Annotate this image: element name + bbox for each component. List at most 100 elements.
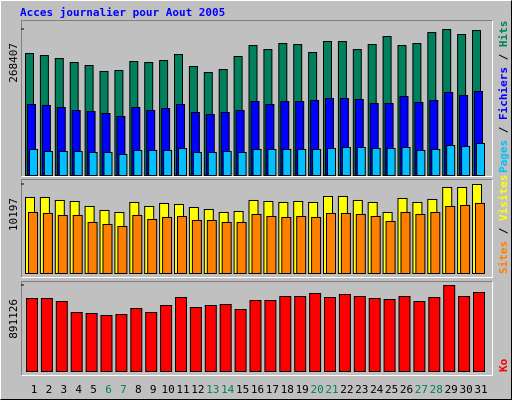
bar xyxy=(163,149,173,177)
x-tick-label: 15 xyxy=(236,383,249,396)
y-tick-label: 10197 xyxy=(7,198,20,231)
bar xyxy=(70,311,83,372)
bar xyxy=(204,304,217,372)
plot-frame-dark xyxy=(21,281,493,376)
bar xyxy=(162,216,173,274)
bar xyxy=(415,213,426,275)
bar xyxy=(28,211,38,274)
legend: Pages / Fichiers / Hits xyxy=(497,21,510,173)
x-tick-label: 23 xyxy=(355,383,368,396)
bar xyxy=(42,212,53,275)
x-tick-label: 26 xyxy=(400,383,413,396)
bar xyxy=(191,219,202,274)
bar xyxy=(222,151,232,177)
bar xyxy=(100,314,113,372)
x-tick-label: 12 xyxy=(191,383,204,396)
bar xyxy=(132,214,143,274)
x-tick-label: 2 xyxy=(46,383,53,396)
bar xyxy=(279,296,292,373)
x-tick-label: 24 xyxy=(370,383,384,396)
bar xyxy=(57,214,68,274)
bar xyxy=(473,291,485,372)
x-tick-label: 4 xyxy=(75,383,82,396)
plot-frame-light xyxy=(21,281,493,376)
bar xyxy=(476,143,485,176)
bar xyxy=(58,151,68,177)
x-tick-label: 27 xyxy=(415,383,428,396)
legend: Ko xyxy=(497,358,510,372)
bar xyxy=(252,148,262,177)
bar xyxy=(115,314,128,372)
bar xyxy=(282,148,292,177)
legend-entry: Hits xyxy=(497,21,510,48)
x-tick-label: 1 xyxy=(31,383,38,396)
x-tick-label: 22 xyxy=(340,383,353,396)
x-tick-label: 9 xyxy=(150,383,157,396)
bar xyxy=(400,211,411,274)
bar xyxy=(192,151,202,176)
bar xyxy=(118,154,128,176)
bar xyxy=(264,299,277,373)
legend-entry: Visites xyxy=(497,175,510,221)
bar xyxy=(430,211,441,274)
bar xyxy=(340,212,351,275)
bar xyxy=(445,205,456,274)
bar xyxy=(312,148,322,177)
bar xyxy=(267,148,277,177)
bar xyxy=(221,221,232,275)
x-tick-label: 31 xyxy=(474,383,487,396)
bar xyxy=(85,312,98,373)
x-tick-label: 10 xyxy=(161,383,174,396)
x-tick-label: 6 xyxy=(105,383,112,396)
bar xyxy=(327,148,336,177)
bar xyxy=(189,306,202,373)
x-tick-label: 11 xyxy=(176,383,189,396)
x-tick-label: 18 xyxy=(281,383,294,396)
bar xyxy=(443,285,456,372)
bar xyxy=(294,296,307,373)
legend-separator: / xyxy=(497,47,510,67)
x-tick-label: 25 xyxy=(385,383,398,396)
bar xyxy=(148,149,158,177)
bar xyxy=(428,296,441,373)
bar xyxy=(431,148,441,177)
x-tick-label: 16 xyxy=(251,383,264,396)
x-tick-label: 21 xyxy=(325,383,338,396)
bar xyxy=(385,220,396,274)
bar xyxy=(26,298,38,372)
bar xyxy=(234,309,247,372)
bar xyxy=(130,308,143,372)
x-tick-label: 29 xyxy=(445,383,458,396)
plot-frame-light xyxy=(21,20,493,177)
bar xyxy=(460,204,471,275)
bar xyxy=(102,223,113,274)
x-tick-label: 3 xyxy=(60,383,67,396)
bar xyxy=(475,202,485,274)
x-tick-label: 30 xyxy=(459,383,472,396)
legend-entry: Pages xyxy=(497,140,510,173)
bar xyxy=(355,213,366,275)
bar xyxy=(133,149,143,177)
bar xyxy=(29,148,38,177)
bar xyxy=(55,301,68,372)
bar xyxy=(207,151,217,176)
bar xyxy=(145,311,158,372)
bar xyxy=(309,293,322,373)
bar xyxy=(324,296,336,373)
bar xyxy=(416,149,426,177)
title: Acces journalier pour Aout 2005 xyxy=(20,6,225,19)
x-tick-label: 8 xyxy=(135,383,142,396)
bar xyxy=(326,212,336,275)
x-tick-label: 28 xyxy=(430,383,443,396)
bar xyxy=(73,151,83,177)
bar xyxy=(160,304,173,372)
bar xyxy=(236,221,247,275)
bar xyxy=(353,296,366,373)
bar xyxy=(87,221,98,275)
bar xyxy=(341,146,351,176)
legend-entry: Fichiers xyxy=(497,67,510,120)
bar xyxy=(251,213,262,275)
